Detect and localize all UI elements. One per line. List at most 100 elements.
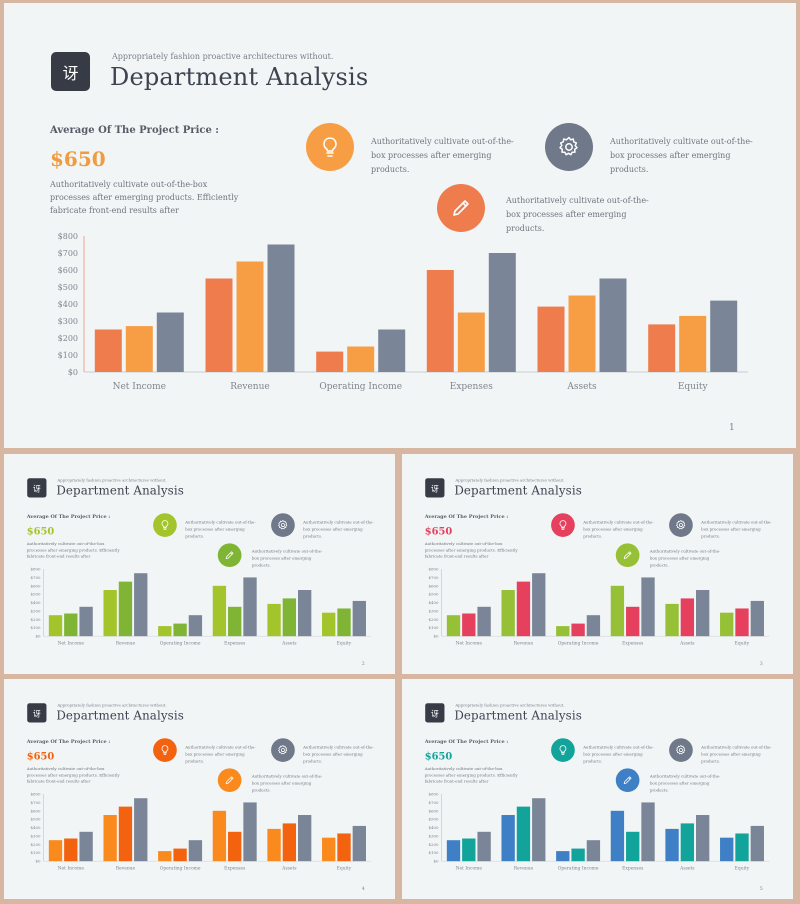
bar-expenses-series-2 [457, 312, 485, 372]
x-tick-label: Assets [281, 867, 297, 872]
x-tick-label: Equity [735, 642, 750, 647]
bar-equity-series-1 [322, 612, 336, 637]
y-tick-label: $600 [31, 808, 42, 813]
pencil-icon [615, 768, 640, 793]
bar-assets-series-3 [599, 278, 627, 372]
lightbulb-icon [551, 513, 575, 537]
bar-net-income-series-2 [462, 838, 476, 862]
y-tick-label: $800 [31, 567, 42, 572]
slide-content: 讶 Appropriately fashion proactive archit… [4, 3, 796, 448]
slide-content: 讶 Appropriately fashion proactive archit… [4, 679, 395, 899]
bar-assets-series-1 [665, 828, 679, 862]
feature-text: Authoritatively cultivate out-of-the-box… [185, 520, 256, 539]
bar-expenses-series-1 [212, 585, 227, 637]
logo-badge: 讶 [27, 703, 47, 723]
x-tick-label: Assets [679, 867, 695, 872]
y-tick-label: $100 [31, 625, 42, 630]
bar-equity-series-1 [720, 612, 734, 637]
page-number: 4 [361, 886, 365, 892]
bar-assets-series-2 [282, 823, 297, 862]
bar-operating-income-series-2 [571, 623, 585, 637]
y-tick-label: $700 [31, 575, 42, 580]
feature-text: Authoritatively cultivate out-of-the-box… [303, 745, 374, 764]
x-tick-label: Expenses [450, 382, 493, 392]
slide-title: Department Analysis [454, 483, 582, 498]
bar-net-income-series-3 [477, 831, 491, 862]
x-tick-label: Expenses [224, 642, 246, 647]
avg-price-value: $650 [424, 750, 453, 762]
bar-revenue-series-1 [501, 590, 515, 637]
bar-equity-series-2 [735, 608, 749, 637]
bar-net-income-series-3 [156, 312, 184, 372]
logo-badge: 讶 [27, 478, 47, 498]
bar-operating-income-series-1 [158, 851, 172, 862]
feature-text: Authoritatively cultivate out-of-the-box… [251, 774, 323, 793]
bar-net-income-series-3 [477, 606, 491, 637]
bar-operating-income-series-1 [556, 851, 570, 862]
bar-chart: $0 $100 $200 $300 $400 $500 $600 $700 $800 Net In… [31, 567, 372, 647]
bar-net-income-series-1 [94, 329, 122, 372]
x-tick-label: Net Income [58, 867, 85, 872]
bar-revenue-series-3 [532, 573, 546, 637]
y-tick-label: $200 [429, 617, 440, 622]
bar-operating-income-series-3 [378, 329, 406, 372]
bar-assets-series-2 [680, 598, 695, 637]
lightbulb-icon [153, 513, 177, 537]
y-tick-label: $800 [58, 232, 78, 241]
bar-expenses-series-1 [610, 585, 625, 637]
avg-price-label: Average Of The Project Price : [26, 739, 111, 745]
logo-char: 讶 [62, 63, 79, 83]
x-tick-label: Operating Income [319, 382, 402, 392]
bar-chart: $0 $100 $200 $300 $400 $500 $600 $700 $800 Net In… [429, 792, 770, 872]
bar-equity-series-1 [322, 837, 336, 862]
feature-text: Authoritatively cultivate out-of-the-box… [649, 774, 721, 793]
y-tick-label: $700 [429, 800, 440, 805]
bar-equity-series-3 [352, 825, 366, 862]
bar-assets-series-3 [297, 590, 312, 637]
feature-text: Authoritatively cultivate out-of-the-box… [610, 137, 753, 174]
y-tick-label: $0 [434, 634, 440, 639]
y-tick-label: $700 [31, 800, 42, 805]
bar-operating-income-series-2 [173, 848, 187, 862]
bar-chart: $0 $100 $200 $300 $400 $500 $600 $700 $800 Net In… [58, 232, 748, 392]
y-tick-label: $400 [429, 600, 440, 605]
gear-icon [669, 738, 693, 762]
x-tick-label: Net Income [113, 382, 166, 392]
bar-operating-income-series-3 [188, 840, 203, 862]
bar-net-income-series-1 [48, 840, 63, 862]
x-tick-label: Revenue [230, 382, 269, 392]
y-tick-label: $0 [68, 368, 78, 377]
y-tick-label: $100 [31, 850, 42, 855]
logo-char: 讶 [430, 708, 439, 719]
x-tick-label: Net Income [456, 867, 483, 872]
bar-net-income-series-1 [446, 840, 461, 862]
bar-revenue-series-1 [205, 278, 233, 372]
bar-chart: $0 $100 $200 $300 $400 $500 $600 $700 $800 Net In… [429, 567, 770, 647]
bar-revenue-series-2 [236, 261, 264, 372]
y-tick-label: $300 [58, 317, 78, 326]
slide-2: 讶 Appropriately fashion proactive archit… [4, 454, 395, 674]
avg-price-label: Average Of The Project Price : [424, 739, 509, 745]
bar-revenue-series-1 [103, 590, 117, 637]
feature-text: Authoritatively cultivate out-of-the-box… [303, 520, 374, 539]
slide-subtitle: Appropriately fashion proactive architec… [112, 52, 334, 61]
pencil-icon [615, 543, 640, 568]
bar-equity-series-3 [710, 300, 738, 372]
feature-text: Authoritatively cultivate out-of-the-box… [701, 745, 772, 764]
bar-operating-income-series-3 [586, 840, 601, 862]
y-tick-label: $600 [429, 808, 440, 813]
avg-price-value: $650 [50, 147, 106, 171]
bar-net-income-series-2 [64, 838, 78, 862]
y-tick-label: $200 [31, 617, 42, 622]
bar-revenue-series-2 [118, 581, 133, 637]
y-tick-label: $400 [58, 300, 78, 309]
bar-expenses-series-3 [243, 802, 257, 862]
x-tick-label: Operating Income [558, 642, 599, 647]
gear-icon [669, 513, 693, 537]
y-tick-label: $800 [429, 792, 440, 797]
bar-revenue-series-3 [267, 244, 295, 372]
bar-expenses-series-1 [610, 810, 625, 862]
feature-text: Authoritatively cultivate out-of-the-box… [583, 520, 654, 539]
y-tick-label: $400 [429, 825, 440, 830]
slide-subtitle: Appropriately fashion proactive architec… [455, 478, 565, 483]
